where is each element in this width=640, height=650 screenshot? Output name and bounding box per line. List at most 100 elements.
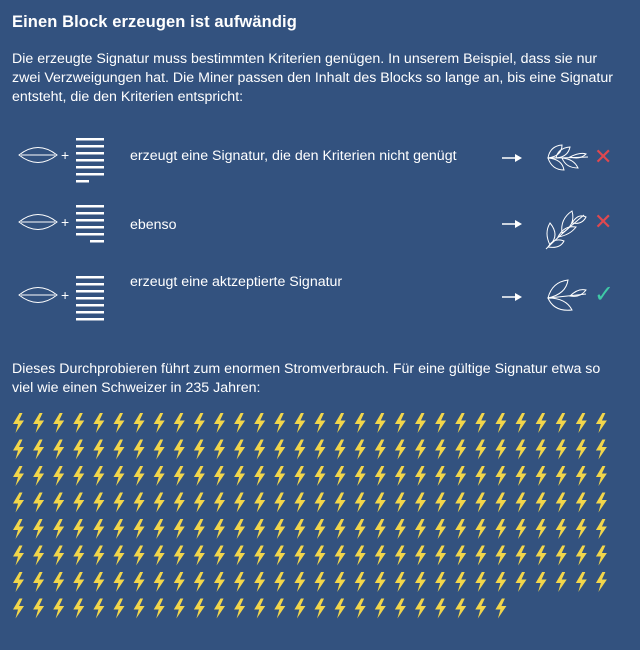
- leaf-branch-icon: [547, 144, 589, 171]
- row-description: erzeugt eine Signatur, die den Kriterien…: [130, 148, 457, 164]
- block-lines-icon: [76, 138, 104, 183]
- lightning-bolt-icon: [193, 466, 205, 486]
- lightning-bolt-icon: [234, 413, 246, 433]
- lightning-bolt-icon: [113, 413, 125, 433]
- lightning-bolt-icon: [113, 572, 125, 592]
- lightning-bolt-icon: [173, 545, 185, 566]
- lightning-bolt-icon: [314, 545, 326, 566]
- lightning-bolt-icon: [214, 439, 225, 460]
- lightning-bolt-icon: [153, 572, 165, 592]
- signature-row-1: + erzeugt eine Signatur, die den Kriteri…: [0, 138, 640, 208]
- lightning-bolt-icon: [495, 572, 507, 592]
- block-lines-icon: [76, 205, 104, 243]
- lightning-bolt-icon: [214, 545, 225, 566]
- lightning-bolt-icon: [13, 519, 24, 539]
- leaf-branch-icon: [545, 210, 587, 250]
- lightning-bolt-icon: [53, 466, 65, 486]
- lightning-bolt-icon: [274, 598, 286, 619]
- lightning-bolt-icon: [435, 598, 447, 619]
- lightning-bolt-icon: [133, 466, 145, 486]
- lightning-bolt-icon: [33, 413, 45, 433]
- lightning-bolt-icon: [575, 519, 587, 539]
- lightning-bolt-icon: [173, 519, 185, 539]
- lightning-bolt-icon: [415, 572, 426, 592]
- lightning-bolt-icon: [595, 572, 607, 592]
- lightning-bolt-icon: [394, 439, 406, 460]
- lightning-bolt-icon: [435, 519, 447, 539]
- lightning-bolt-icon: [555, 545, 567, 566]
- intro-text: Die erzeugte Signatur muss bestimmten Kr…: [12, 51, 613, 105]
- lightning-bolt-icon: [153, 466, 165, 486]
- lightning-bolt-icon: [515, 519, 527, 539]
- lightning-bolt-icon: [254, 413, 266, 433]
- signature-row-3: + erzeugt eine aktzeptierte Signatur ✓: [0, 272, 640, 342]
- row-description: ebenso: [130, 217, 177, 233]
- seed-icon: [18, 287, 58, 303]
- lightning-bolt-icon: [53, 572, 65, 592]
- lightning-bolt-icon: [415, 413, 426, 433]
- lightning-bolt-icon: [73, 413, 85, 433]
- lightning-bolt-icon: [173, 466, 185, 486]
- lightning-bolt-icon: [133, 413, 145, 433]
- lightning-bolt-icon: [415, 519, 426, 539]
- lightning-bolt-icon: [535, 572, 547, 592]
- lightning-bolt-icon: [535, 519, 547, 539]
- lightning-bolt-icon: [133, 598, 145, 619]
- lightning-bolt-icon: [495, 413, 507, 433]
- seed-icon: [18, 214, 58, 230]
- lightning-bolt-icon: [93, 439, 105, 460]
- lightning-bolt-icon: [475, 492, 487, 513]
- lightning-bolt-icon: [595, 466, 607, 486]
- lightning-bolt-icon: [314, 572, 326, 592]
- lightning-bolt-icon: [555, 492, 567, 513]
- lightning-bolt-icon: [455, 492, 467, 513]
- outro-text: Dieses Durchprobieren führt zum enormen …: [12, 361, 601, 396]
- lightning-bolt-icon: [475, 466, 487, 486]
- lightning-bolt-icon: [515, 413, 527, 433]
- lightning-bolt-icon: [53, 492, 65, 513]
- lightning-bolt-icon: [455, 545, 467, 566]
- lightning-bolt-icon: [575, 492, 587, 513]
- lightning-bolt-icon: [173, 492, 185, 513]
- lightning-bolt-icon: [595, 545, 607, 566]
- lightning-bolt-icon: [354, 598, 366, 619]
- lightning-bolt-icon: [173, 598, 185, 619]
- lightning-bolt-icon: [435, 439, 447, 460]
- lightning-bolt-icon: [535, 413, 547, 433]
- lightning-bolt-icon: [374, 545, 386, 566]
- lightning-bolt-icon: [113, 545, 125, 566]
- lightning-bolt-icon: [475, 598, 487, 619]
- lightning-bolt-icon: [555, 466, 567, 486]
- lightning-bolt-icon: [254, 492, 266, 513]
- lightning-bolt-icon: [53, 519, 65, 539]
- lightning-bolt-icon: [555, 519, 567, 539]
- lightning-bolt-icon: [153, 492, 165, 513]
- lightning-bolt-icon: [33, 492, 45, 513]
- lightning-bolt-icon: [595, 519, 607, 539]
- lightning-bolt-icon: [33, 572, 45, 592]
- lightning-bolt-icon: [535, 492, 547, 513]
- lightning-bolt-icon: [153, 439, 165, 460]
- lightning-bolt-icon: [334, 413, 346, 433]
- lightning-bolt-icon: [153, 413, 165, 433]
- lightning-bolt-icon: [394, 598, 406, 619]
- lightning-bolt-icon: [113, 466, 125, 486]
- lightning-bolt-icon: [33, 519, 45, 539]
- lightning-bolt-icon: [93, 598, 105, 619]
- lightning-bolt-icon: [294, 439, 306, 460]
- lightning-bolt-icon: [133, 545, 145, 566]
- lightning-bolt-icon: [214, 413, 225, 433]
- lightning-bolt-icon: [234, 466, 246, 486]
- lightning-bolt-icon: [495, 545, 507, 566]
- lightning-bolt-icon: [435, 466, 447, 486]
- lightning-bolt-icon: [93, 572, 105, 592]
- lightning-bolt-icon: [455, 466, 467, 486]
- lightning-bolt-icon: [334, 492, 346, 513]
- lightning-bolt-icon: [193, 545, 205, 566]
- lightning-bolt-icon: [455, 413, 467, 433]
- lightning-bolt-icon: [455, 439, 467, 460]
- plus-sign: +: [61, 147, 70, 163]
- arrow-right-icon: [502, 293, 522, 301]
- lightning-bolt-icon: [274, 545, 286, 566]
- leaf-branch-icon: [547, 279, 587, 311]
